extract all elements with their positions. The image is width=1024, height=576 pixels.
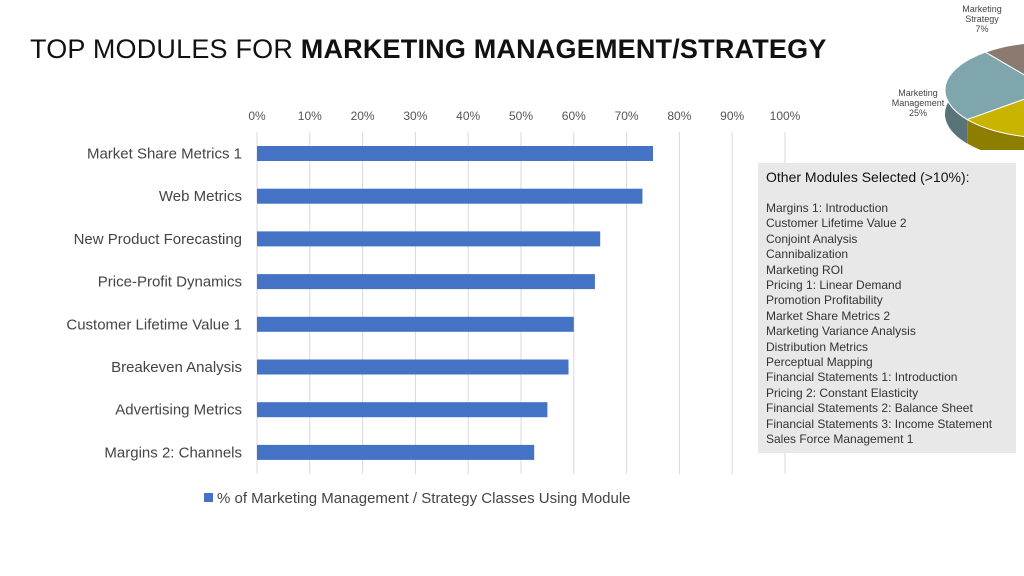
category-label: Margins 2: Channels	[104, 444, 242, 461]
other-module-item: Margins 1: Introduction	[766, 201, 889, 215]
other-module-item: Perceptual Mapping	[766, 355, 873, 370]
other-module-item: Marketing ROI	[766, 262, 844, 277]
other-module-item: Marketing Variance Analysis	[766, 324, 916, 339]
category-label: Breakeven Analysis	[111, 359, 242, 376]
x-tick-label: 70%	[615, 109, 639, 123]
other-module-item: Pricing 1: Linear Demand	[766, 278, 902, 293]
bar	[257, 444, 535, 460]
other-module-item: Pricing 2: Constant Elasticity	[766, 385, 919, 400]
slide-title: TOP MODULES FOR MARKETING MANAGEMENT/STR…	[30, 34, 827, 65]
other-modules-box: Other Modules Selected (>10%): Margins 1…	[758, 163, 1016, 453]
x-tick-label: 30%	[403, 109, 427, 123]
other-modules-title: Other Modules Selected (>10%):	[766, 169, 970, 185]
bar	[257, 274, 595, 290]
bar	[257, 359, 569, 375]
bar	[257, 231, 601, 247]
category-label: Web Metrics	[159, 188, 242, 205]
x-tick-label: 100%	[770, 109, 801, 123]
bar	[257, 316, 574, 332]
title-bold: MARKETING MANAGEMENT/STRATEGY	[300, 34, 827, 64]
x-tick-label: 50%	[509, 109, 533, 123]
other-modules-list: Margins 1: Introduction Customer Lifetime…	[766, 201, 1016, 448]
x-tick-label: 40%	[456, 109, 480, 123]
x-tick-label: 80%	[667, 109, 691, 123]
pie-chart: Marketing Strategy 7% Marketing Management 25…	[892, 4, 1024, 150]
x-tick-label: 90%	[720, 109, 744, 123]
bar	[257, 188, 643, 204]
other-module-item: Market Share Metrics 2	[766, 308, 891, 323]
category-label: Customer Lifetime Value 1	[66, 316, 242, 333]
x-tick-label: 0%	[248, 109, 266, 123]
other-module-item: Financial Statements 1: Introduction	[766, 370, 958, 385]
other-module-item: Sales Force Management 1	[766, 432, 914, 447]
category-label: Price-Profit Dynamics	[98, 274, 242, 291]
legend-label: % of Marketing Management / Strategy Cla…	[217, 490, 631, 507]
pie-label: Marketing Strategy 7%	[962, 4, 1002, 34]
pie-label: Marketing Management 25%	[892, 88, 945, 118]
pie-slice	[944, 51, 1024, 121]
bar	[257, 146, 653, 161]
category-label: Market Share Metrics 1	[87, 146, 242, 163]
other-module-item: Distribution Metrics	[766, 339, 869, 354]
category-label: New Product Forecasting	[74, 231, 242, 248]
other-module-item: Customer Lifetime Value 2	[766, 216, 907, 231]
other-module-item: Financial Statements 3: Income Statement	[766, 416, 993, 431]
category-label: Advertising Metrics	[115, 402, 242, 419]
x-tick-label: 10%	[298, 109, 322, 123]
other-module-item: Cannibalization	[766, 247, 849, 262]
x-tick-label: 20%	[351, 109, 375, 123]
pie-slice	[966, 98, 1024, 137]
other-module-item: Conjoint Analysis	[766, 231, 858, 246]
x-tick-label: 60%	[562, 109, 586, 123]
other-module-item: Promotion Profitability	[766, 293, 883, 308]
bar	[257, 402, 548, 418]
other-module-item: Financial Statements 2: Balance Sheet	[766, 401, 973, 416]
pie-slice-side	[967, 119, 1024, 150]
legend-swatch	[204, 493, 213, 502]
title-regular: TOP MODULES FOR	[30, 34, 294, 64]
